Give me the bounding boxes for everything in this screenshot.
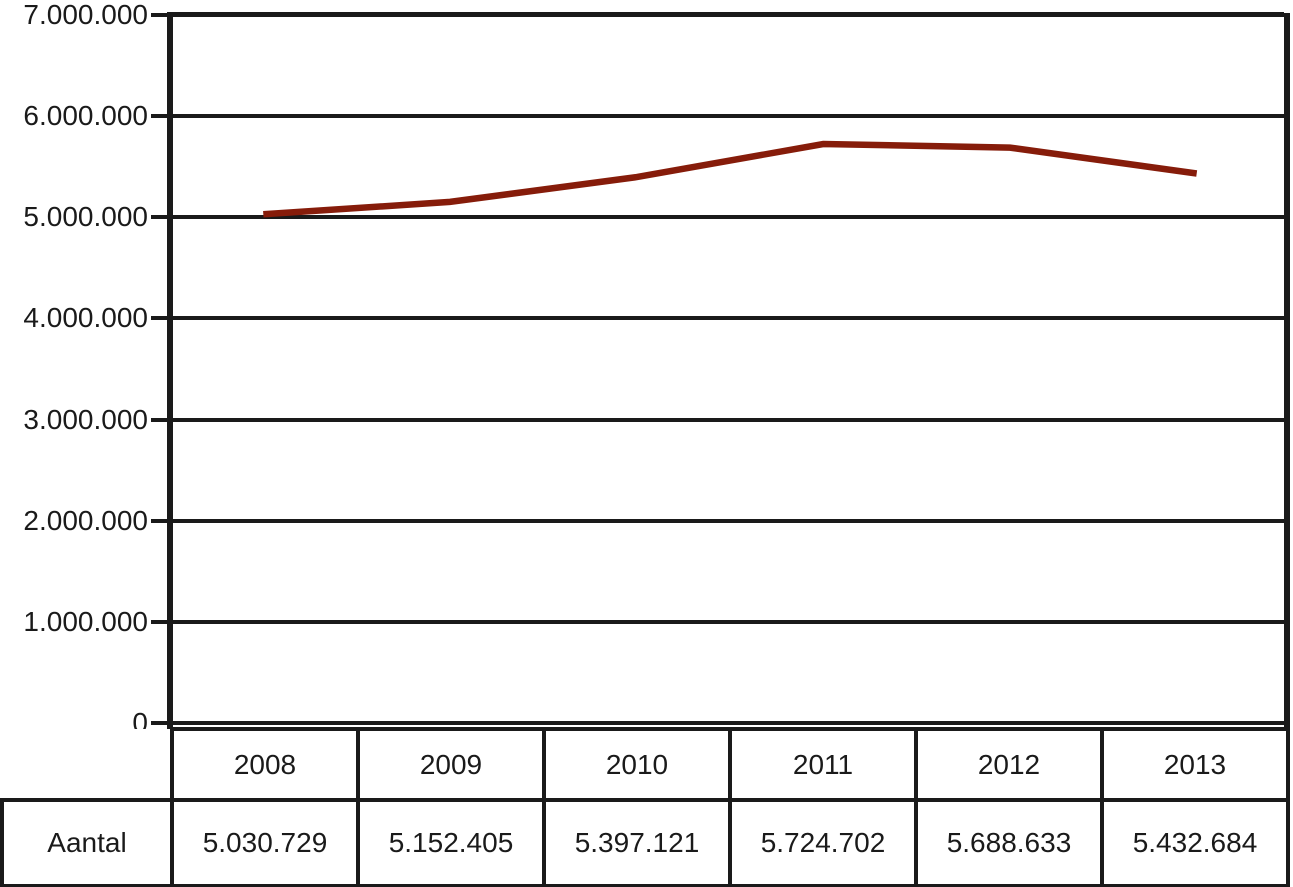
row-label-cell: Aantal [0,798,174,887]
table-row-years: 2008 2009 2010 2011 2012 2013 [2,727,1290,802]
year-header-cell: 2010 [542,727,732,802]
y-tick-mark [151,13,170,17]
value-cell: 5.724.702 [728,798,918,887]
y-tick-mark [151,114,170,119]
y-tick-label: 6.000.000 [23,100,148,132]
gridline [167,114,1284,119]
y-tick-label: 3.000.000 [23,403,148,435]
plot-right-border [1284,13,1290,731]
gridline [167,721,1284,725]
y-tick-mark [151,215,170,220]
y-axis-line [167,13,173,731]
year-header-cell: 2009 [356,727,546,802]
y-tick-label: 1.000.000 [23,605,148,637]
y-tick-mark [151,721,170,725]
gridline [167,12,1284,17]
y-tick-mark [151,316,170,321]
blank-cell [2,729,174,802]
value-cell: 5.152.405 [356,798,546,887]
gridline [167,417,1284,422]
value-cell: 5.432.684 [1100,798,1290,887]
year-header-cell: 2008 [170,727,360,802]
series-line-aantal [263,140,1198,218]
table-row-values: Aantal 5.030.729 5.152.405 5.397.121 5.724.7… [0,798,1290,887]
gridline [167,316,1284,321]
y-tick-mark [151,619,170,624]
value-cell: 5.030.729 [170,798,360,887]
year-header-cell: 2012 [914,727,1104,802]
y-tick-label: 5.000.000 [23,201,148,233]
value-cell: 5.397.121 [542,798,732,887]
y-tick-label: 2.000.000 [23,504,148,536]
year-header-cell: 2011 [728,727,918,802]
y-tick-mark [151,417,170,422]
data-table: 2008 2009 2010 2011 2012 2013 Aantal 5.030.729 5… [0,727,1290,887]
y-tick-label: 4.000.000 [23,302,148,334]
year-header-cell: 2013 [1100,727,1290,802]
y-tick-mark [151,518,170,523]
value-cell: 5.688.633 [914,798,1104,887]
gridline [167,518,1284,523]
gridline [167,215,1284,220]
y-tick-label: 7.000.000 [23,0,148,30]
gridline [167,619,1284,624]
